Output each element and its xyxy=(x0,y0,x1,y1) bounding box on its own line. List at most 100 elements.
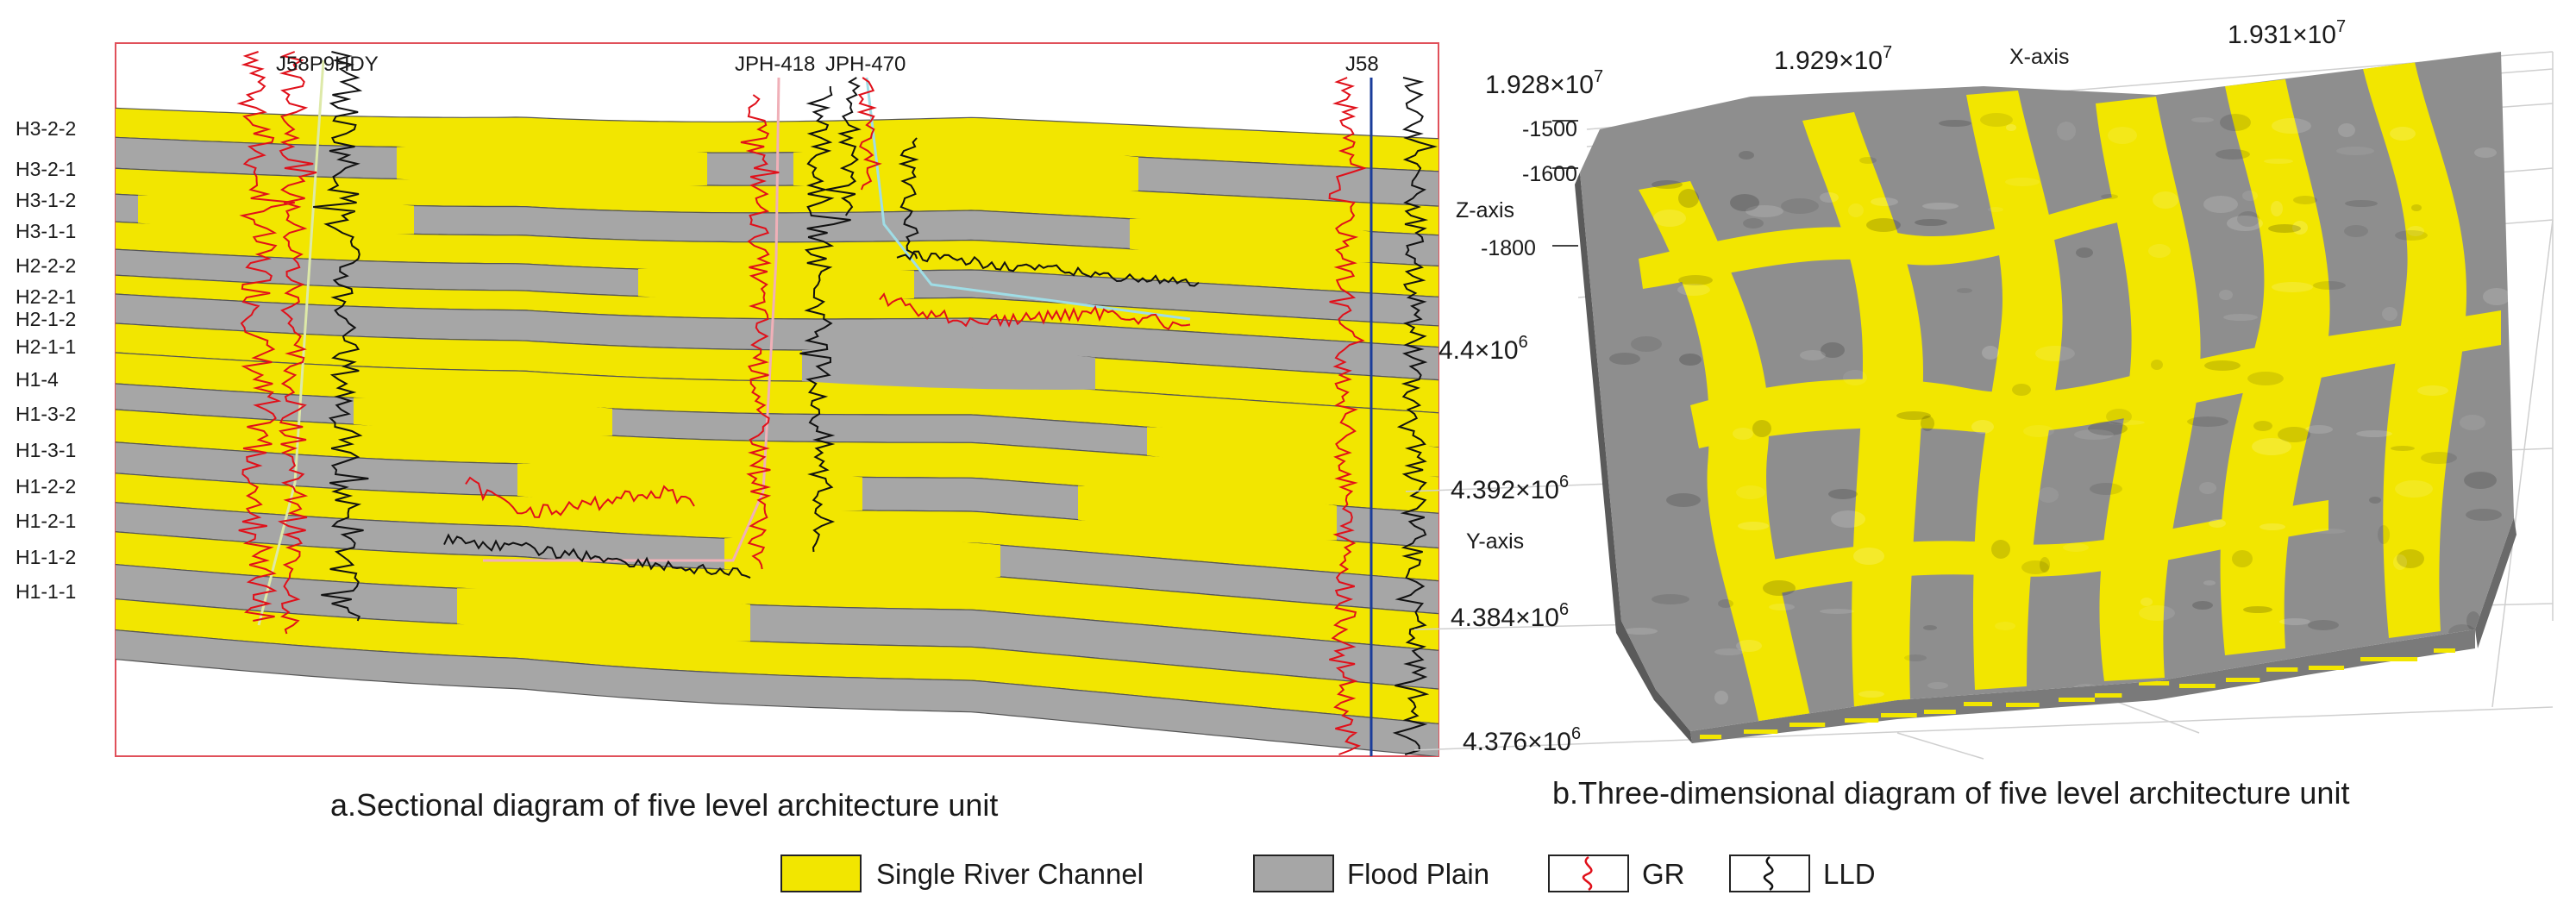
relief-blotch xyxy=(2292,221,2308,235)
x-tick-3: 1.931×107 xyxy=(2228,17,2346,49)
well-path-j58p9hdy xyxy=(257,59,325,626)
relief-blotch xyxy=(1995,622,2015,630)
relief-blotch xyxy=(1896,411,1931,420)
relief-blotch xyxy=(1980,113,2013,127)
z-tick-2: -1600 xyxy=(1522,162,1577,186)
front-stratum xyxy=(2095,693,2122,698)
section-lens xyxy=(354,397,612,436)
block3d-panel: 1.928×107 1.929×107 1.931×107 X-axis -15… xyxy=(1405,17,2554,811)
relief-blotch xyxy=(1859,157,1877,164)
layer-label: H3-2-1 xyxy=(16,158,76,180)
relief-blotch xyxy=(2272,118,2311,134)
section-band xyxy=(116,629,1438,756)
z-tick-3: -1800 xyxy=(1481,236,1536,260)
relief-blotch xyxy=(2264,159,2293,164)
relief-blotch xyxy=(1746,205,1783,217)
front-stratum xyxy=(2266,667,2298,672)
relief-blotch xyxy=(2272,282,2313,292)
relief-blotch xyxy=(2411,204,2422,211)
section-caption: a.Sectional diagram of five level archit… xyxy=(330,787,998,823)
layer-label: H1-4 xyxy=(16,368,59,391)
layer-label: H1-3-2 xyxy=(16,403,76,425)
section-well-paths xyxy=(257,59,1373,756)
relief-blotch xyxy=(2057,122,2076,141)
gr-curve-icon xyxy=(1582,855,1593,892)
relief-blotch xyxy=(2305,425,2333,434)
section-lens xyxy=(138,195,414,235)
layer-label: H1-3-1 xyxy=(16,439,76,461)
relief-blotch xyxy=(1820,192,1839,203)
front-stratum xyxy=(1744,729,1778,734)
relief-blotch xyxy=(1718,599,1733,608)
relief-blotch xyxy=(1866,218,1901,232)
section-panel: H3-2-2H3-2-1H3-1-2H3-1-1H2-2-2H2-2-1H2-1… xyxy=(16,42,1439,823)
relief-blotch xyxy=(2219,290,2233,300)
relief-blotch xyxy=(1679,354,1702,366)
relief-blotch xyxy=(2021,560,2049,574)
relief-blotch xyxy=(2378,525,2390,544)
channel-body-7 xyxy=(1690,310,2501,448)
lld-log-horizontal-1 xyxy=(443,533,751,579)
block3d-right-face xyxy=(2475,517,2516,648)
relief-blotch xyxy=(2268,224,2301,233)
relief-blotch xyxy=(1769,604,1795,610)
relief-blotch xyxy=(2192,601,2213,610)
relief-blotch xyxy=(1736,485,1765,499)
y-tick-4: 4.376×106 xyxy=(1463,724,1581,756)
relief-blotch xyxy=(1853,548,1884,565)
relief-blotch xyxy=(2338,123,2355,137)
section-layer-labels: H3-2-2H3-2-1H3-1-2H3-1-1H2-2-2H2-2-1H2-1… xyxy=(16,117,76,603)
relief-blotch xyxy=(2336,147,2374,155)
relief-blotch xyxy=(1652,180,1683,189)
relief-blotch xyxy=(2203,196,2238,213)
gr-log-j58p9hdy xyxy=(236,51,295,622)
relief-blotch xyxy=(1982,346,1999,360)
relief-blotch xyxy=(2023,425,2054,437)
relief-blotch xyxy=(1714,691,1728,704)
relief-blotch xyxy=(1666,493,1701,507)
well-path-jph-418 xyxy=(483,77,780,562)
relief-blotch xyxy=(1678,275,1713,285)
front-stratum xyxy=(2434,648,2455,653)
relief-blotch xyxy=(1652,594,1689,604)
front-stratum xyxy=(2179,684,2216,688)
relief-blotch xyxy=(2232,550,2253,567)
relief-blotch xyxy=(2242,191,2258,201)
relief-blotch xyxy=(2369,497,2381,504)
relief-blotch xyxy=(2227,216,2263,231)
front-stratum xyxy=(1700,735,1722,739)
lld-log-jph-470-b xyxy=(898,137,919,260)
relief-blotch xyxy=(2139,605,2175,621)
relief-blotch xyxy=(1631,336,1662,352)
relief-blotch xyxy=(2293,196,2317,204)
relief-blotch xyxy=(2308,620,2339,630)
section-lens xyxy=(457,587,750,642)
relief-blotch xyxy=(2012,384,2031,396)
layer-label: H1-1-2 xyxy=(16,546,76,568)
relief-blotch xyxy=(2040,557,2050,573)
x-tick-2: 1.929×107 xyxy=(1774,43,1892,75)
relief-blotch xyxy=(2460,415,2485,430)
section-lens xyxy=(397,144,707,187)
relief-blotch xyxy=(2466,509,2502,521)
relief-blotch xyxy=(2153,191,2178,209)
relief-blotch xyxy=(2332,677,2366,696)
well-label-j58p9hdy: J58P9HDY xyxy=(276,53,379,76)
front-stratum xyxy=(2360,657,2397,661)
relief-blotch xyxy=(2005,178,2040,186)
y-tick-2: 4.392×106 xyxy=(1451,473,1569,504)
lld-log-jph-470 xyxy=(825,77,862,216)
relief-blotch xyxy=(1714,648,1744,655)
relief-blotch xyxy=(1730,194,1759,211)
layer-label: H2-2-2 xyxy=(16,254,76,277)
relief-blotch xyxy=(1988,207,2003,212)
relief-blotch xyxy=(1848,203,1864,217)
relief-blotch xyxy=(2106,409,2132,424)
section-lens xyxy=(517,463,862,512)
front-stratum xyxy=(1789,723,1826,727)
y-tick-3: 4.384×106 xyxy=(1451,600,1569,632)
front-stratum xyxy=(2309,666,2345,670)
relief-blotch xyxy=(1858,691,1884,698)
relief-blotch xyxy=(2151,360,2163,370)
